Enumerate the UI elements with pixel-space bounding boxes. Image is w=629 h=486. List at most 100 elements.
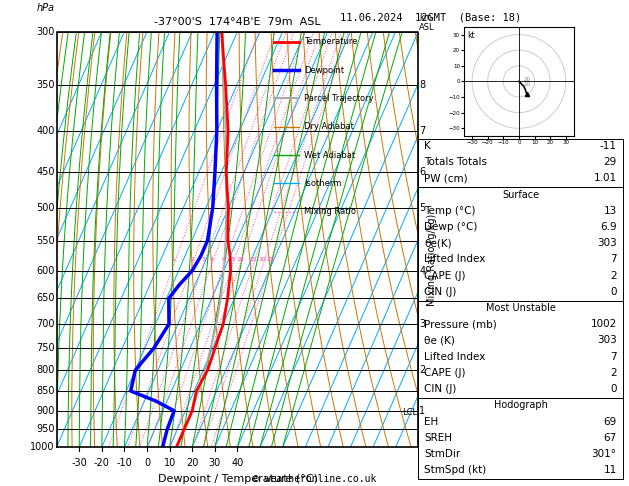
Text: Totals Totals: Totals Totals [425, 157, 487, 167]
Text: 1: 1 [172, 257, 175, 261]
Text: 7: 7 [610, 255, 616, 264]
Text: 850: 850 [36, 386, 55, 396]
Text: -11: -11 [599, 141, 616, 151]
Text: CAPE (J): CAPE (J) [425, 271, 466, 280]
Text: StmSpd (kt): StmSpd (kt) [425, 465, 487, 475]
Text: 40: 40 [231, 457, 243, 468]
Text: LCL: LCL [402, 408, 417, 417]
Text: Parcel Trajectory: Parcel Trajectory [304, 94, 374, 103]
Text: Hodograph: Hodograph [494, 400, 547, 410]
Text: 300: 300 [36, 27, 55, 36]
Text: 1.01: 1.01 [593, 174, 616, 183]
Text: 1000: 1000 [30, 442, 55, 452]
Text: -20: -20 [94, 457, 109, 468]
Text: 500: 500 [36, 203, 55, 213]
Text: 1002: 1002 [591, 319, 616, 330]
Text: 0: 0 [610, 287, 616, 297]
Text: CIN (J): CIN (J) [425, 287, 457, 297]
Text: 25: 25 [267, 257, 274, 261]
Text: 303: 303 [597, 335, 616, 346]
Text: SREH: SREH [425, 433, 452, 443]
Text: Mixing Ratio: Mixing Ratio [304, 207, 357, 216]
Text: Wet Adiabat: Wet Adiabat [304, 151, 355, 159]
Text: 303: 303 [597, 238, 616, 248]
Text: 550: 550 [36, 236, 55, 246]
Text: 0: 0 [144, 457, 150, 468]
Text: Temperature: Temperature [304, 37, 358, 47]
Text: 10: 10 [523, 82, 531, 87]
Text: 600: 600 [36, 266, 55, 276]
Text: Surface: Surface [502, 190, 539, 200]
Text: 2: 2 [610, 271, 616, 280]
Text: Pressure (mb): Pressure (mb) [425, 319, 497, 330]
Bar [418, 301, 623, 398]
Text: Dewpoint / Temperature (°C): Dewpoint / Temperature (°C) [157, 474, 318, 484]
Text: 8: 8 [231, 257, 235, 261]
Bar [418, 187, 623, 301]
Text: 1: 1 [420, 406, 426, 416]
Text: 350: 350 [36, 80, 55, 90]
Text: Temp (°C): Temp (°C) [425, 206, 476, 216]
Text: © weatheronline.co.uk: © weatheronline.co.uk [253, 473, 376, 484]
Text: 3: 3 [420, 319, 426, 329]
Text: StmDir: StmDir [425, 449, 460, 459]
Text: 450: 450 [36, 167, 55, 176]
Text: 0: 0 [610, 384, 616, 394]
Text: hPa: hPa [37, 3, 55, 13]
Text: 7: 7 [420, 126, 426, 136]
Text: θe (K): θe (K) [425, 335, 455, 346]
Text: 69: 69 [603, 417, 616, 427]
Text: 2: 2 [190, 257, 194, 261]
Text: -37°00'S  174°4B'E  79m  ASL: -37°00'S 174°4B'E 79m ASL [154, 17, 321, 27]
Text: 20: 20 [186, 457, 198, 468]
Text: 11.06.2024  12GMT  (Base: 18): 11.06.2024 12GMT (Base: 18) [340, 12, 521, 22]
Bar [418, 398, 623, 479]
Text: Dewp (°C): Dewp (°C) [425, 222, 478, 232]
Text: 4: 4 [209, 257, 214, 261]
Text: 67: 67 [603, 433, 616, 443]
Text: 2: 2 [610, 368, 616, 378]
Text: 2: 2 [420, 365, 426, 375]
Text: 5: 5 [420, 203, 426, 213]
Text: 7: 7 [610, 352, 616, 362]
Text: CAPE (J): CAPE (J) [425, 368, 466, 378]
Text: Dewpoint: Dewpoint [304, 66, 345, 75]
Text: 900: 900 [36, 406, 55, 416]
Text: Lifted Index: Lifted Index [425, 255, 486, 264]
Text: 301°: 301° [592, 449, 616, 459]
Text: 8: 8 [420, 80, 426, 90]
Text: 20: 20 [259, 257, 267, 261]
Text: EH: EH [425, 417, 438, 427]
Text: 800: 800 [36, 365, 55, 375]
Text: CIN (J): CIN (J) [425, 384, 457, 394]
Text: Lifted Index: Lifted Index [425, 352, 486, 362]
Text: 13: 13 [603, 206, 616, 216]
Text: θe(K): θe(K) [425, 238, 452, 248]
Text: 400: 400 [36, 126, 55, 136]
Text: km
ASL: km ASL [420, 13, 435, 32]
Text: 6: 6 [420, 167, 426, 176]
Text: 11: 11 [603, 465, 616, 475]
Text: 6: 6 [222, 257, 226, 261]
Text: Dry Adiabat: Dry Adiabat [304, 122, 354, 131]
Text: 3: 3 [201, 257, 205, 261]
Text: 6.9: 6.9 [600, 222, 616, 232]
Text: 10: 10 [164, 457, 175, 468]
Text: 15: 15 [249, 257, 257, 261]
Text: 4: 4 [420, 266, 426, 276]
Text: 750: 750 [36, 343, 55, 353]
Text: 650: 650 [36, 294, 55, 303]
Text: Most Unstable: Most Unstable [486, 303, 555, 313]
Text: Isotherm: Isotherm [304, 179, 342, 188]
Text: -30: -30 [71, 457, 87, 468]
Text: 950: 950 [36, 424, 55, 434]
Text: PW (cm): PW (cm) [425, 174, 468, 183]
Bar [418, 139, 623, 187]
Text: kt: kt [467, 32, 475, 40]
Text: 30: 30 [209, 457, 221, 468]
Text: Mixing Ratio (g/kg): Mixing Ratio (g/kg) [427, 214, 437, 306]
Text: K: K [425, 141, 431, 151]
Text: 20: 20 [523, 77, 531, 83]
Text: 10: 10 [236, 257, 243, 261]
Text: -10: -10 [116, 457, 132, 468]
